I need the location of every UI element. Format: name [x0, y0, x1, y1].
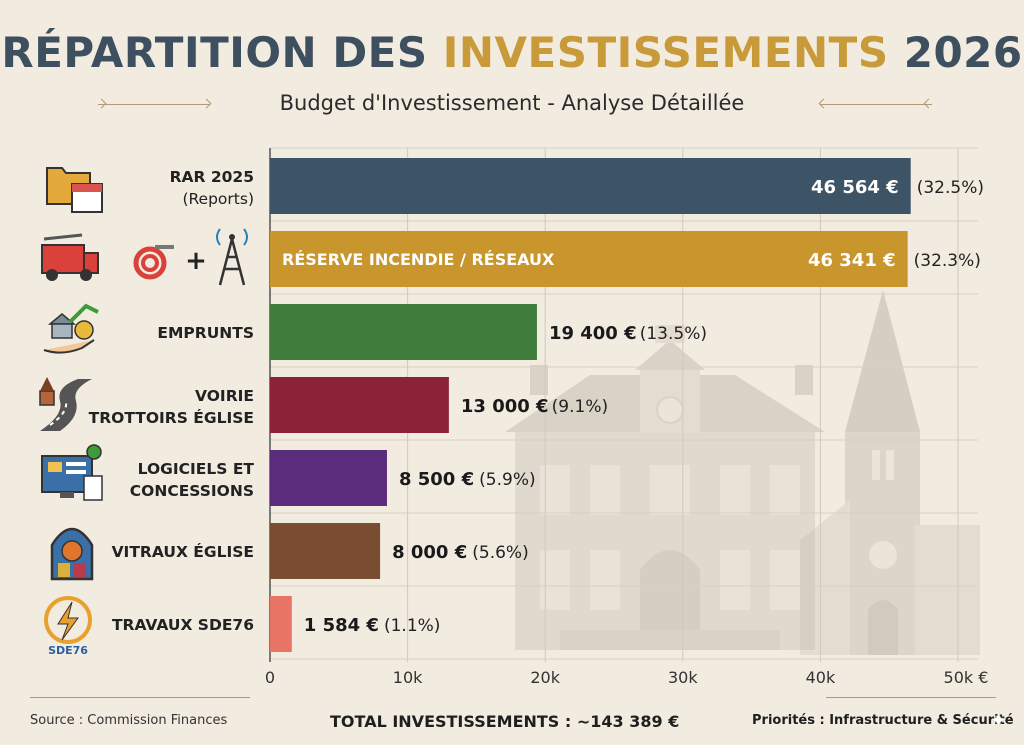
category-label-line2: CONCESSIONS [130, 482, 254, 500]
data-percent-label: (13.5%) [640, 324, 707, 344]
decorative-arrow-left [98, 104, 210, 105]
category-label-line2: (Reports) [182, 190, 254, 208]
source-note: Source : Commission Finances [30, 713, 228, 728]
category-label: TRAVAUX SDE76 [112, 616, 254, 634]
x-tick-label: 50k € [944, 668, 989, 687]
data-percent-label: (5.6%) [472, 543, 528, 563]
plus-icon: + [185, 246, 207, 276]
bar-inline-label: RÉSERVE INCENDIE / RÉSEAUX [282, 250, 555, 269]
church-watermark-icon [800, 290, 980, 655]
x-axis-ticks: 0 10k 20k 30k 40k 50k € [265, 668, 989, 687]
footer-divider-right [826, 697, 996, 698]
stained-glass-icon [50, 527, 94, 581]
category-label: VITRAUX ÉGLISE [112, 542, 254, 561]
category-label-line2: TROTTOIRS ÉGLISE [89, 408, 254, 427]
priorities-note: Priorités : Infrastructure & Sécurité [752, 713, 1014, 728]
fire-truck-hose-antenna-icon [41, 233, 99, 281]
page-title: RÉPARTITION DES INVESTISSEMENTS 2026 [0, 28, 1024, 77]
bar [270, 304, 537, 360]
page-subtitle: Budget d'Investissement - Analyse Détail… [279, 91, 745, 115]
antenna-icon [216, 228, 248, 286]
x-tick-label: 0 [265, 668, 275, 687]
title-part-2: INVESTISSEMENTS [442, 28, 889, 77]
x-tick-label: 20k [530, 668, 560, 687]
footer-divider-left [30, 697, 250, 698]
bank-loan-icon [43, 303, 99, 354]
chart-labels: RAR 2025 (Reports) 46 564 € (32.5%) RÉSERVE … [89, 168, 984, 636]
hose-icon [133, 245, 174, 280]
bar [270, 158, 911, 214]
computer-software-icon [41, 444, 103, 501]
title-part-3: 2026 [903, 28, 1023, 77]
data-value-label: 19 400 € [549, 323, 637, 344]
chart-bars [270, 158, 911, 652]
category-label: VOIRIE [195, 387, 254, 405]
total-investments: TOTAL INVESTISSEMENTS : ~143 389 € [330, 712, 680, 731]
data-value-label: 8 500 € [399, 469, 474, 490]
bar [270, 523, 381, 579]
town-hall-watermark-icon [505, 325, 825, 650]
bar [270, 231, 908, 287]
lightning-sde76-icon: SDE76 [44, 596, 92, 657]
data-value-label: 13 000 € [461, 396, 549, 417]
data-percent-label: (1.1%) [384, 616, 440, 636]
data-percent-label: (32.3%) [914, 251, 981, 271]
road-church-icon [39, 377, 92, 431]
folder-calendar-icon [46, 167, 103, 213]
category-icons: + SDE76 [39, 167, 248, 657]
bar [270, 450, 387, 506]
sparkle-icon: ✦ [990, 708, 1007, 732]
category-label: LOGICIELS ET [138, 460, 255, 478]
data-percent-label: (9.1%) [552, 397, 608, 417]
data-percent-label: (32.5%) [917, 178, 984, 198]
bar [270, 596, 292, 652]
data-value-label: 46 341 € [808, 250, 896, 271]
data-percent-label: (5.9%) [479, 470, 535, 490]
data-value-label: 8 000 € [392, 542, 467, 563]
title-part-1: RÉPARTITION DES [1, 28, 428, 77]
decorative-arrow-right [820, 104, 932, 105]
x-tick-label: 10k [393, 668, 423, 687]
x-tick-label: 30k [668, 668, 698, 687]
data-value-label: 1 584 € [304, 615, 379, 636]
category-label: EMPRUNTS [157, 324, 254, 342]
sde76-icon-text: SDE76 [48, 644, 88, 657]
category-label: RAR 2025 [170, 168, 254, 186]
x-tick-label: 40k [806, 668, 836, 687]
bar [270, 377, 449, 433]
data-value-label: 46 564 € [811, 177, 899, 198]
